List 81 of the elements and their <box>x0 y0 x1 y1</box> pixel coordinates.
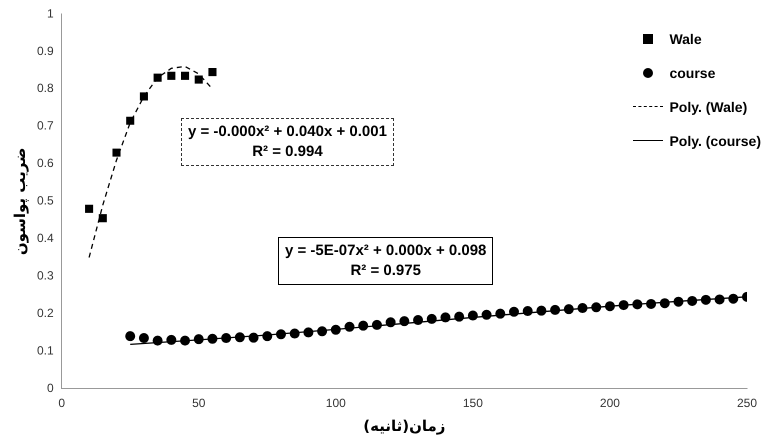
point <box>536 306 546 316</box>
point <box>262 331 272 342</box>
point <box>673 296 684 307</box>
y-tick-label: 0.4 <box>36 231 54 246</box>
point <box>440 312 450 322</box>
x-tick-label: 50 <box>192 396 206 410</box>
point <box>85 204 94 213</box>
point <box>98 214 107 222</box>
point <box>564 304 574 314</box>
y-tick-label: 0 <box>46 380 54 395</box>
point <box>276 329 286 340</box>
y-tick-label: 0.5 <box>36 194 54 208</box>
point <box>290 328 300 339</box>
point <box>399 316 410 326</box>
point <box>660 298 670 308</box>
y-tick-label: 0.1 <box>36 343 54 358</box>
y-tick-label: 0.7 <box>36 118 54 133</box>
point <box>646 298 656 309</box>
point <box>714 294 725 304</box>
point <box>591 302 602 312</box>
point <box>578 303 588 314</box>
x-axis-title: زمان(ثانیه) <box>363 416 446 435</box>
point <box>522 306 533 316</box>
point <box>112 148 121 157</box>
legend-label: Poly. (Wale) <box>669 99 748 115</box>
point <box>604 301 615 312</box>
point <box>317 326 328 336</box>
x-tick-label: 200 <box>600 396 620 410</box>
x-tick-label: 0 <box>58 396 66 410</box>
point <box>303 327 314 338</box>
legend-label: course <box>669 65 716 81</box>
point <box>140 92 148 100</box>
y-tick-label: 0.6 <box>36 156 54 170</box>
point <box>221 333 232 344</box>
annotation: y = -0.000x² + 0.040x + 0.001 R² = 0.994 <box>181 118 394 166</box>
y-tick-label: 0.8 <box>36 81 54 96</box>
x-tick-label: 250 <box>736 396 758 410</box>
legend-label: Poly. (course) <box>669 133 761 149</box>
point <box>181 72 190 80</box>
point <box>358 320 368 331</box>
point <box>126 116 134 125</box>
point <box>248 332 259 343</box>
point <box>154 74 162 82</box>
point <box>550 304 560 315</box>
point <box>167 72 176 80</box>
point <box>413 315 424 326</box>
annotation: y = -5E-07x² + 0.000x + 0.098 R² = 0.975 <box>278 237 494 285</box>
y-tick-label: 0.3 <box>36 268 54 283</box>
point <box>618 300 629 310</box>
line-series <box>88 66 214 258</box>
point <box>372 320 382 330</box>
point <box>700 294 711 305</box>
point <box>194 76 203 84</box>
point <box>166 334 176 345</box>
x-tick-label: 100 <box>326 396 346 410</box>
point <box>687 296 698 306</box>
point <box>194 334 204 344</box>
point <box>386 317 396 328</box>
point <box>728 294 738 304</box>
point <box>508 306 519 317</box>
point <box>468 310 478 321</box>
y-tick-label: 0.9 <box>36 44 54 58</box>
point <box>138 333 149 344</box>
point <box>454 312 464 322</box>
point <box>344 322 355 332</box>
point <box>180 336 190 346</box>
point <box>207 334 218 344</box>
point <box>234 332 245 342</box>
y-tick-label: 1 <box>46 6 54 20</box>
point <box>482 310 492 320</box>
point <box>152 336 163 346</box>
point <box>632 299 642 310</box>
x-tick-label: 150 <box>462 396 484 410</box>
point <box>426 314 437 324</box>
point <box>330 324 341 335</box>
point <box>125 331 136 342</box>
point <box>495 308 506 319</box>
legend-label: Wale <box>669 31 702 47</box>
y-tick-label: 0.2 <box>36 306 54 320</box>
y-axis-title: ضریب پواسون <box>10 147 29 256</box>
point <box>208 68 216 76</box>
